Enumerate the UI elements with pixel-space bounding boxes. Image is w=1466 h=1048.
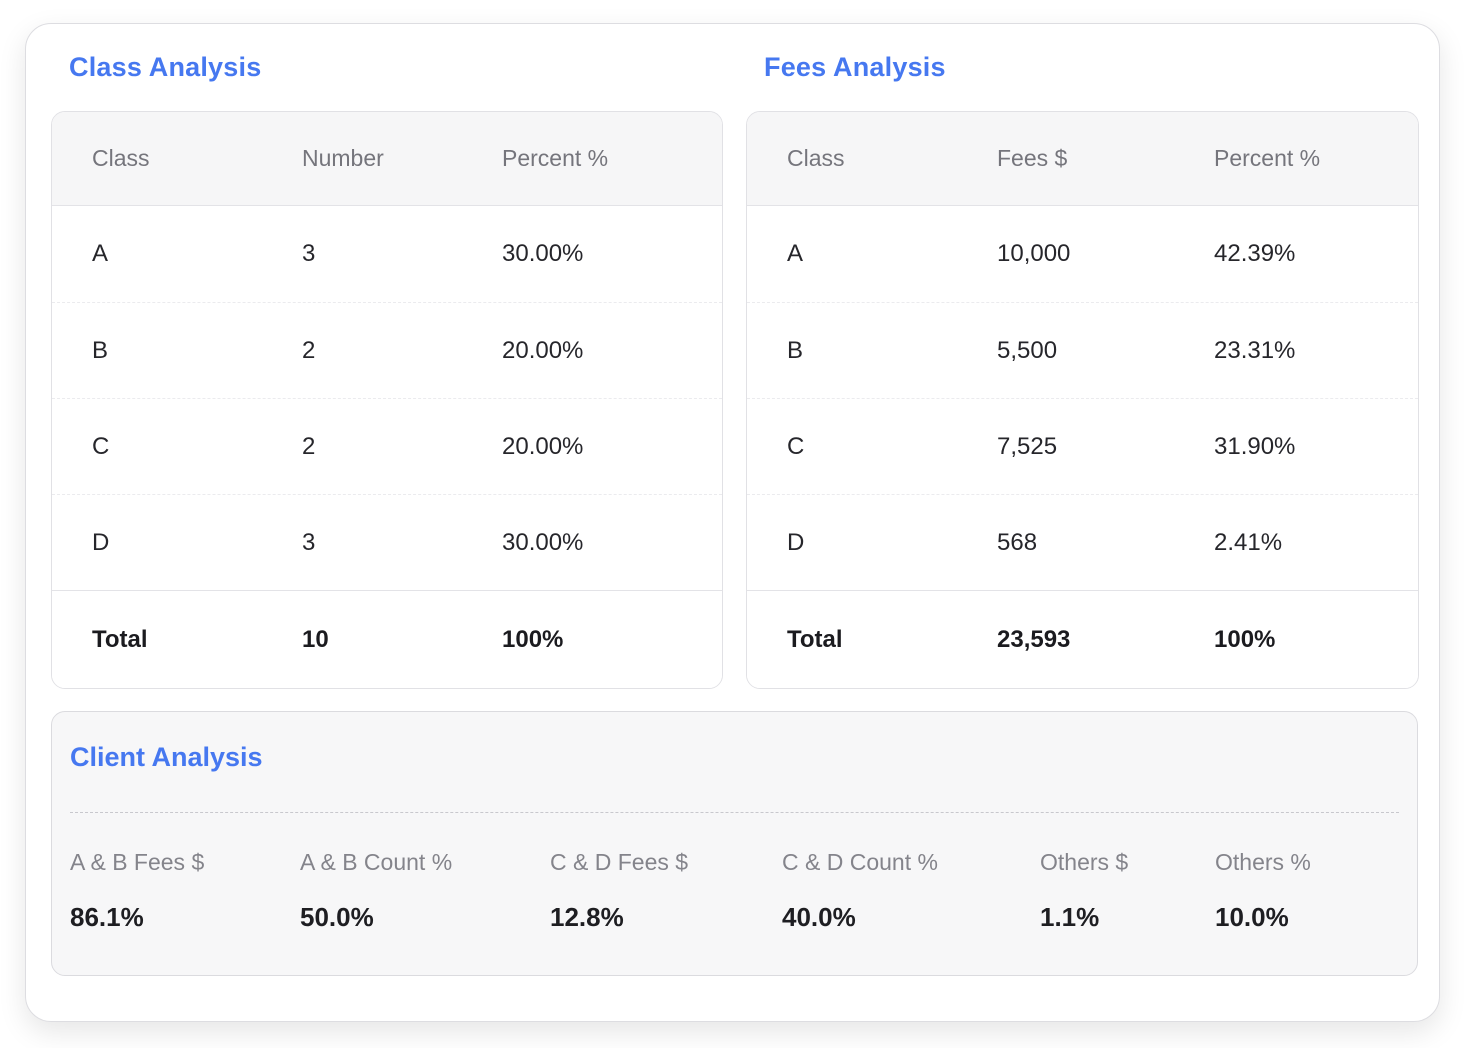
fees-analysis-table: Class Fees $ Percent % A 10,000 42.39% B… xyxy=(746,111,1419,689)
metric: A & B Fees $ 86.1% xyxy=(70,849,300,933)
metric-value: 1.1% xyxy=(1040,902,1100,932)
column-header-percent: Percent % xyxy=(502,145,609,171)
client-analysis-title: Client Analysis xyxy=(70,742,263,772)
cell-class: B xyxy=(92,336,109,364)
total-number: 10 xyxy=(302,626,329,653)
total-percent: 100% xyxy=(502,626,564,653)
metric: C & D Count % 40.0% xyxy=(782,849,1040,933)
table-row: B 2 20.00% xyxy=(52,302,722,398)
metric-value: 12.8% xyxy=(550,902,624,932)
cell-number: 3 xyxy=(302,528,316,556)
total-label: Total xyxy=(92,626,148,653)
metric-label: C & D Fees $ xyxy=(550,849,689,875)
table-header-row: Class Number Percent % xyxy=(52,112,722,206)
cell-number: 3 xyxy=(302,240,316,267)
column-header-class: Class xyxy=(92,145,150,171)
cell-class: C xyxy=(787,432,805,460)
cell-percent: 31.90% xyxy=(1214,432,1296,460)
cell-class: D xyxy=(787,528,805,556)
cell-class: C xyxy=(92,432,110,460)
column-header-class: Class xyxy=(787,145,845,171)
table-total-row: Total 10 100% xyxy=(52,590,722,688)
total-fees: 23,593 xyxy=(997,626,1071,653)
table-row: D 568 2.41% xyxy=(747,494,1418,590)
table-row: D 3 30.00% xyxy=(52,494,722,590)
column-header-number: Number xyxy=(302,145,384,171)
client-analysis-panel: Client Analysis A & B Fees $ 86.1% A & B… xyxy=(51,711,1418,976)
cell-fees: 5,500 xyxy=(997,336,1058,364)
cell-class: A xyxy=(92,240,109,267)
table-row: C 2 20.00% xyxy=(52,398,722,494)
metric-value: 86.1% xyxy=(70,902,144,932)
cell-class: A xyxy=(787,240,804,267)
metric: A & B Count % 50.0% xyxy=(300,849,550,933)
cell-percent: 30.00% xyxy=(502,240,584,267)
metric-value: 50.0% xyxy=(300,902,374,932)
cell-percent: 30.00% xyxy=(502,528,584,556)
column-header-fees: Fees $ xyxy=(997,145,1068,171)
metric: Others % 10.0% xyxy=(1215,849,1399,933)
table-row: B 5,500 23.31% xyxy=(747,302,1418,398)
fees-analysis-title: Fees Analysis xyxy=(764,52,946,82)
cell-number: 2 xyxy=(302,336,316,364)
total-percent: 100% xyxy=(1214,626,1276,653)
metric: C & D Fees $ 12.8% xyxy=(550,849,782,933)
metric: Others $ 1.1% xyxy=(1040,849,1215,933)
report-card: Class Analysis Fees Analysis Class Numbe… xyxy=(25,23,1440,1022)
cell-percent: 42.39% xyxy=(1214,240,1296,267)
cell-percent: 2.41% xyxy=(1214,528,1283,556)
cell-percent: 20.00% xyxy=(502,432,584,460)
cell-class: D xyxy=(92,528,110,556)
cell-fees: 10,000 xyxy=(997,240,1071,267)
metric-label: C & D Count % xyxy=(782,849,938,875)
metric-label: A & B Count % xyxy=(300,849,453,875)
cell-class: B xyxy=(787,336,804,364)
table-total-row: Total 23,593 100% xyxy=(747,590,1418,688)
cell-percent: 23.31% xyxy=(1214,336,1296,364)
table-header-row: Class Fees $ Percent % xyxy=(747,112,1418,206)
total-label: Total xyxy=(787,626,843,653)
client-metrics-row: A & B Fees $ 86.1% A & B Count % 50.0% C… xyxy=(70,849,1399,933)
table-row: A 3 30.00% xyxy=(52,206,722,302)
class-analysis-table: Class Number Percent % A 3 30.00% B 2 20… xyxy=(51,111,723,689)
metric-label: Others $ xyxy=(1040,849,1129,875)
metric-value: 40.0% xyxy=(782,902,856,932)
cell-percent: 20.00% xyxy=(502,336,584,364)
metric-value: 10.0% xyxy=(1215,902,1289,932)
divider xyxy=(70,812,1399,813)
class-analysis-title: Class Analysis xyxy=(69,52,262,82)
column-header-percent: Percent % xyxy=(1214,145,1321,171)
cell-number: 2 xyxy=(302,432,316,460)
table-row: C 7,525 31.90% xyxy=(747,398,1418,494)
metric-label: Others % xyxy=(1215,849,1311,875)
cell-fees: 568 xyxy=(997,528,1038,556)
cell-fees: 7,525 xyxy=(997,432,1058,460)
table-row: A 10,000 42.39% xyxy=(747,206,1418,302)
metric-label: A & B Fees $ xyxy=(70,849,205,875)
